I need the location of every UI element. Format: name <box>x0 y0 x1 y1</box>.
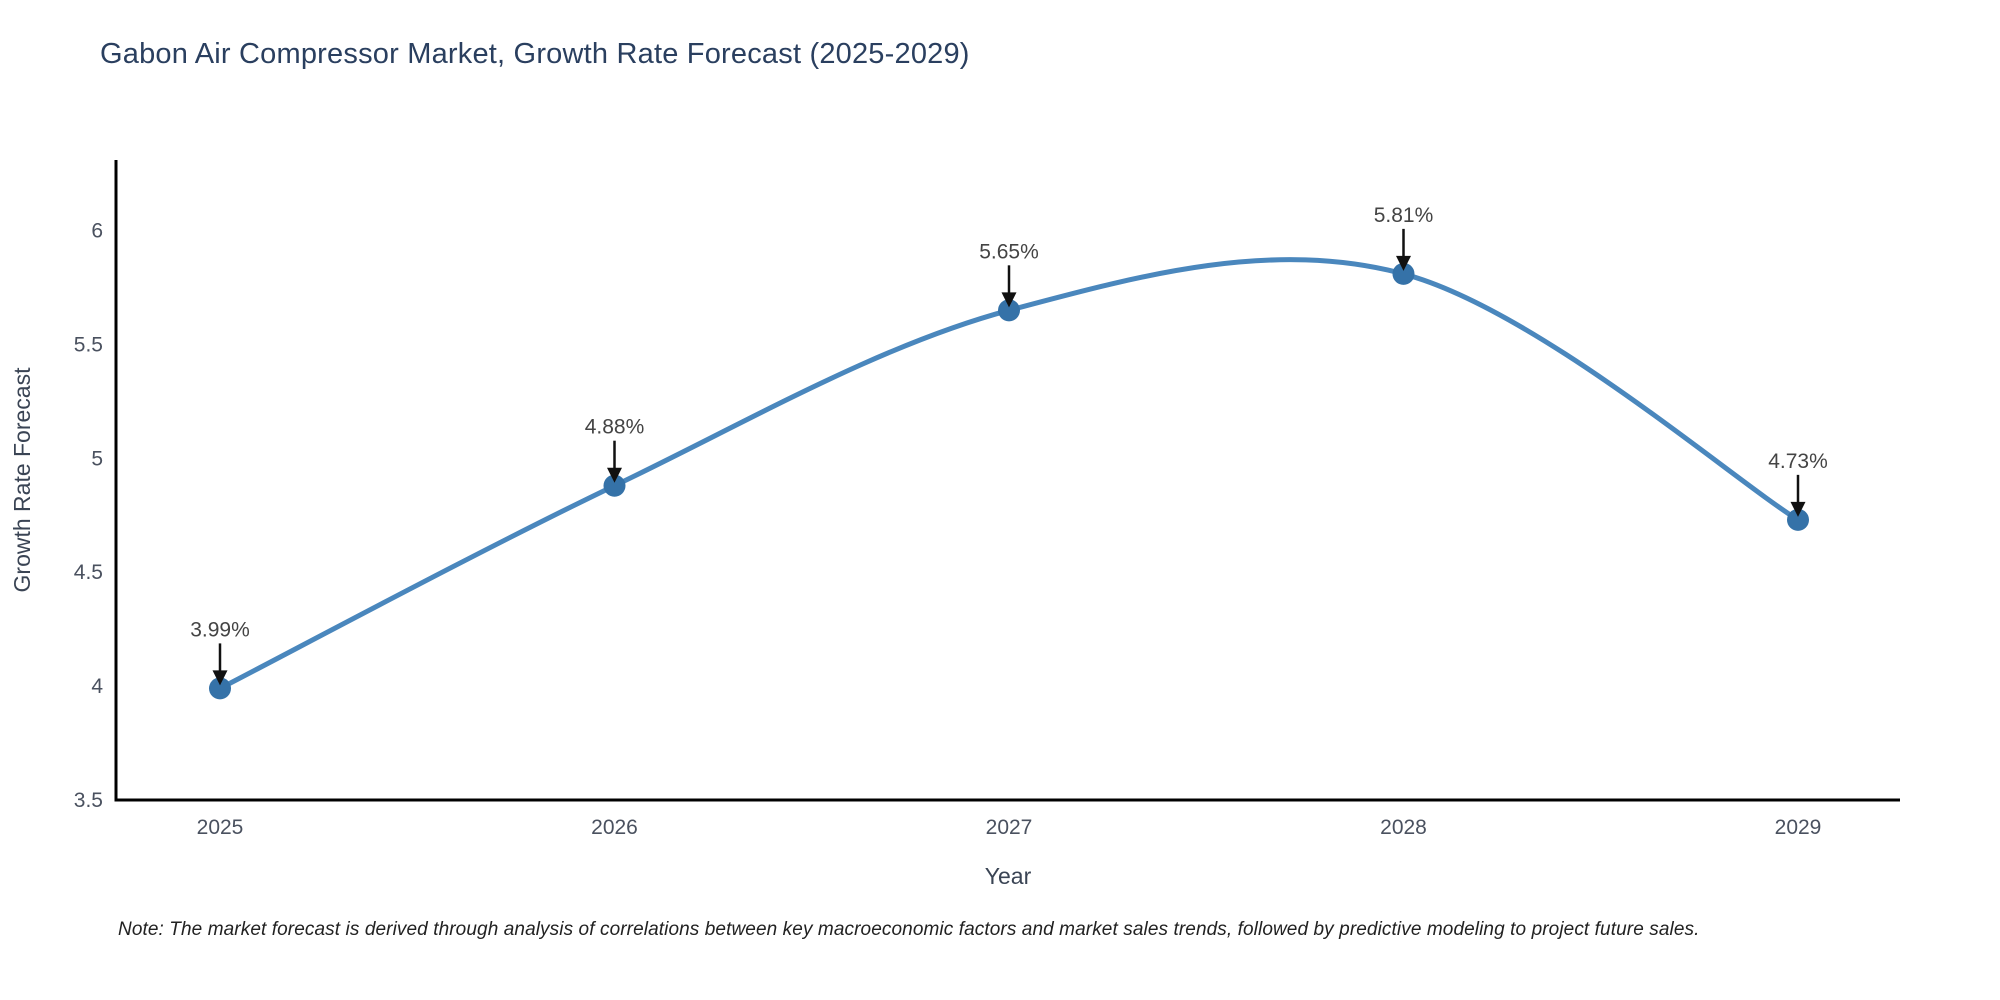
annotation-arrowhead-icon <box>212 670 228 686</box>
y-tick-label: 6 <box>91 220 103 243</box>
data-point-label: 3.99% <box>190 618 250 641</box>
x-axis-title: Year <box>985 863 1032 889</box>
x-tick-label: 2029 <box>1775 816 1822 839</box>
data-point-label: 5.65% <box>979 240 1039 263</box>
data-point-2025[interactable] <box>209 677 231 700</box>
annotation-2027: 5.65% <box>979 240 1039 308</box>
x-tick-label: 2028 <box>1380 816 1427 839</box>
y-tick-label: 4.5 <box>74 561 103 584</box>
annotation-arrowhead-icon <box>607 467 622 483</box>
y-axis-title: Growth Rate Forecast <box>9 367 35 593</box>
y-tick-label: 4 <box>91 675 103 698</box>
annotation-2025: 3.99% <box>190 618 250 686</box>
y-tick-label: 5.5 <box>74 333 103 356</box>
x-tick-label: 2026 <box>591 816 638 839</box>
data-point-label: 4.73% <box>1768 450 1828 473</box>
data-point-label: 4.88% <box>585 416 645 439</box>
annotation-arrowhead-icon <box>1790 501 1806 517</box>
annotation-arrowhead-icon <box>1396 255 1411 271</box>
data-point-2026[interactable] <box>603 474 626 497</box>
y-tick-label: 3.5 <box>74 789 103 812</box>
y-tick-label: 5 <box>91 447 103 470</box>
x-tick-label: 2027 <box>986 816 1033 839</box>
data-point-2028[interactable] <box>1392 262 1415 285</box>
annotation-2028: 5.81% <box>1374 204 1434 271</box>
chart-footnote: Note: The market forecast is derived thr… <box>118 919 1700 940</box>
annotation-arrowhead-icon <box>1001 292 1017 308</box>
annotation-2029: 4.73% <box>1768 450 1828 517</box>
annotation-2026: 4.88% <box>585 416 645 483</box>
x-tick-label: 2025 <box>197 816 244 839</box>
forecast-line-series <box>217 257 1801 691</box>
data-point-2029[interactable] <box>1787 508 1809 531</box>
chart-title: Gabon Air Compressor Market, Growth Rate… <box>100 38 970 70</box>
data-point-2027[interactable] <box>998 299 1020 322</box>
data-point-label: 5.81% <box>1374 204 1434 227</box>
